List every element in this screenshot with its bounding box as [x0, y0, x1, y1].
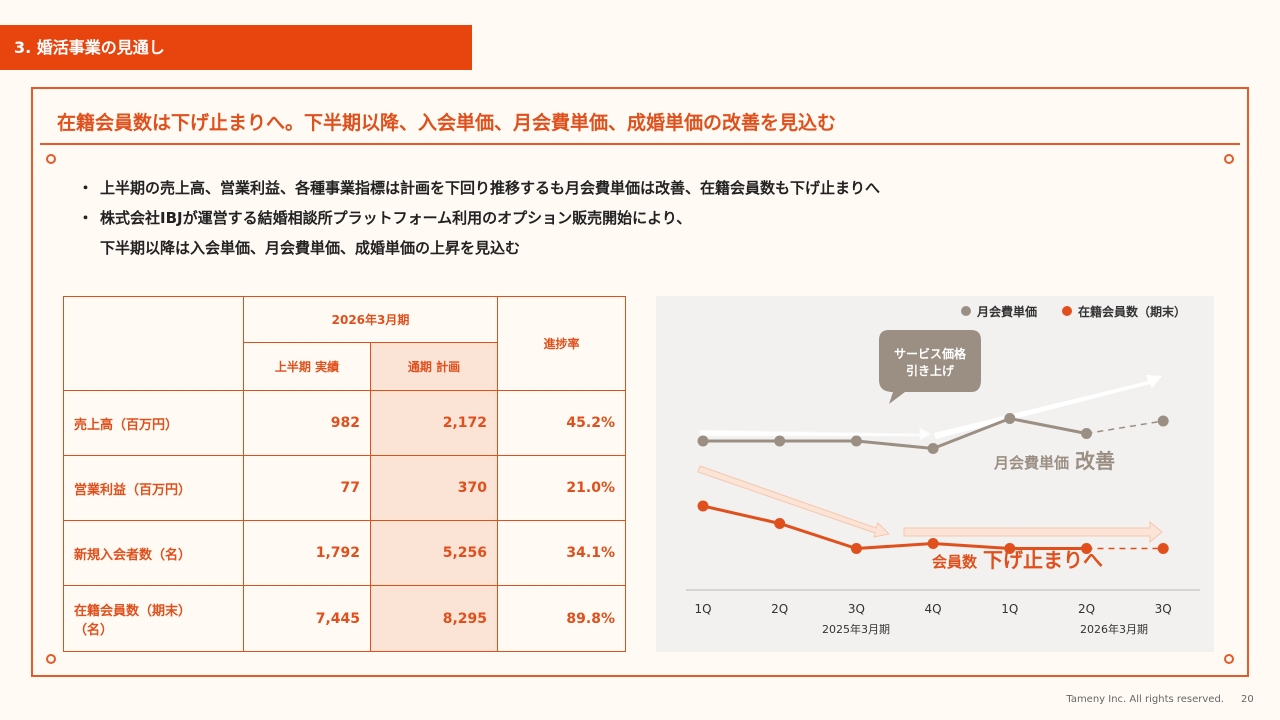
data-point: [1081, 543, 1092, 554]
kpi-table: 2026年3月期 進捗率 上半期 実績 通期 計画 売上高（百万円） 982 2…: [63, 296, 626, 652]
x-tick-label: 3Q: [1155, 602, 1172, 616]
progress-value: 21.0%: [497, 455, 626, 521]
price-annotation: 月会費単価 改善: [993, 449, 1115, 473]
section-title-bar: 3. 婚活事業の見通し: [0, 25, 472, 70]
data-point: [927, 443, 939, 454]
data-point: [1157, 415, 1169, 427]
bullet-text: 株式会社IBJが運営する結婚相談所プラットフォーム利用のオプション販売開始により…: [100, 209, 692, 227]
plan-value: 8,295: [370, 585, 498, 652]
series-line-1: [702, 504, 1087, 551]
content-frame: [31, 87, 1249, 677]
data-point: [1004, 413, 1016, 424]
bullet-item: ・ 株式会社IBJが運営する結婚相談所プラットフォーム利用のオプション販売開始に…: [78, 206, 880, 236]
price-callout: サービス価格 引き上げ: [879, 330, 981, 404]
series-forecast-line-0: [1086, 420, 1164, 435]
table-corner-cell: [63, 296, 244, 391]
member-annotation: 会員数 下げ止まりへ: [932, 548, 1103, 572]
price-annotation-emphasis: 改善: [1075, 449, 1115, 473]
row-label: 営業利益（百万円）: [63, 455, 244, 521]
bullet-list: ・ 上半期の売上高、営業利益、各種事業指標は計画を下回り推移するも月会費単価は改…: [78, 176, 880, 266]
table-row: 売上高（百万円） 982 2,172 45.2%: [63, 390, 626, 456]
plan-value: 2,172: [370, 390, 498, 456]
flat-arrow-icon: [699, 427, 933, 441]
data-point: [1081, 428, 1092, 439]
actual-value: 1,792: [243, 520, 371, 586]
bullet-mark: ・: [78, 209, 94, 227]
actual-value: 7,445: [243, 585, 371, 652]
corner-dot: [46, 654, 56, 664]
callout-bubble-shape: [879, 330, 981, 404]
legend-marker-members: [1062, 306, 1072, 316]
row-label: 新規入会者数（名）: [63, 520, 244, 586]
plan-value: 370: [370, 455, 498, 521]
up-arrow-icon: [934, 375, 1162, 439]
row-label: 売上高（百万円）: [63, 390, 244, 456]
data-point: [774, 518, 786, 529]
down-arrow-icon: [697, 465, 891, 538]
table-row: 営業利益（百万円） 77 370 21.0%: [63, 455, 626, 521]
member-annotation-prefix: 会員数: [932, 553, 978, 571]
period-label: 2026年3月期: [1080, 622, 1148, 636]
series-layer: [697, 413, 1169, 554]
price-trend-arrows: [699, 375, 1162, 441]
legend-label: 月会費単価: [976, 304, 1037, 319]
corner-dot: [1224, 154, 1234, 164]
callout-line: サービス価格: [894, 346, 967, 361]
progress-value: 89.8%: [497, 585, 626, 652]
row-label: 在籍会員数（期末） （名）: [63, 585, 244, 652]
trend-chart: 月会費単価 在籍会員数（期末） サービス価格 引き上げ 月会費単価 改善 会員数下…: [686, 304, 1200, 636]
legend-marker-price: [961, 306, 971, 316]
series-line-0: [703, 416, 1087, 451]
data-point: [697, 435, 709, 447]
actual-value: 982: [243, 390, 371, 456]
x-tick-label: 2Q: [771, 602, 788, 616]
data-point: [850, 435, 862, 447]
plan-header: 通期 計画: [370, 342, 498, 391]
table-row: 新規入会者数（名） 1,792 5,256 34.1%: [63, 520, 626, 586]
row-label-line: （名）: [74, 622, 114, 638]
row-label-line: 在籍会員数（期末）: [74, 603, 192, 619]
period-label: 2025年3月期: [822, 622, 890, 636]
bullet-mark: ・: [78, 179, 94, 197]
plan-value: 5,256: [370, 520, 498, 586]
copyright-text: Tameny Inc. All rights reserved.: [1066, 694, 1224, 705]
data-point: [697, 500, 709, 512]
callout-line: 引き上げ: [906, 363, 955, 378]
bullet-continuation: 下半期以降は入会単価、月会費単価、成婚単価の上昇を見込む: [78, 236, 880, 266]
page-headline: 在籍会員数は下げ止まりへ。下半期以降、入会単価、月会費単価、成婚単価の改善を見込…: [57, 112, 837, 134]
data-point: [927, 538, 939, 549]
x-tick-label: 1Q: [694, 602, 711, 616]
flat-arrow-icon: [903, 520, 1163, 544]
progress-value: 45.2%: [497, 390, 626, 456]
member-trend-arrows: [697, 465, 1163, 544]
x-axis-ticks: 1Q 2Q 3Q 4Q 1Q 2Q 3Q: [694, 602, 1171, 616]
data-point: [1004, 543, 1016, 554]
price-annotation-prefix: 月会費単価: [993, 454, 1069, 472]
corner-dot: [1224, 654, 1234, 664]
trend-chart-panel: 月会費単価 在籍会員数（期末） サービス価格 引き上げ 月会費単価 改善 会員数下…: [656, 296, 1214, 652]
x-tick-label: 2Q: [1078, 602, 1095, 616]
data-point: [850, 543, 862, 554]
bullet-item: ・ 上半期の売上高、営業利益、各種事業指標は計画を下回り推移するも月会費単価は改…: [78, 176, 880, 206]
actual-header: 上半期 実績: [243, 342, 371, 391]
data-point: [1157, 543, 1169, 554]
x-tick-label: 4Q: [925, 602, 942, 616]
table-row: 在籍会員数（期末） （名） 7,445 8,295 89.8%: [63, 585, 626, 652]
progress-header: 進捗率: [497, 296, 626, 391]
legend-label: 在籍会員数（期末）: [1078, 304, 1186, 319]
member-annotation-emphasis: 下げ止まりへ: [983, 548, 1103, 572]
page-number: 20: [1241, 694, 1254, 705]
corner-dot: [46, 154, 56, 164]
section-title: 3. 婚活事業の見通し: [14, 38, 165, 57]
period-header: 2026年3月期: [243, 296, 498, 343]
actual-value: 77: [243, 455, 371, 521]
progress-value: 34.1%: [497, 520, 626, 586]
bullet-text: 下半期以降は入会単価、月会費単価、成婚単価の上昇を見込む: [100, 239, 521, 257]
data-point: [774, 435, 786, 447]
bullet-text: 上半期の売上高、営業利益、各種事業指標は計画を下回り推移するも月会費単価は改善、…: [100, 179, 881, 197]
headline-divider: [40, 143, 1240, 145]
x-tick-label: 3Q: [848, 602, 865, 616]
x-tick-label: 1Q: [1001, 602, 1018, 616]
